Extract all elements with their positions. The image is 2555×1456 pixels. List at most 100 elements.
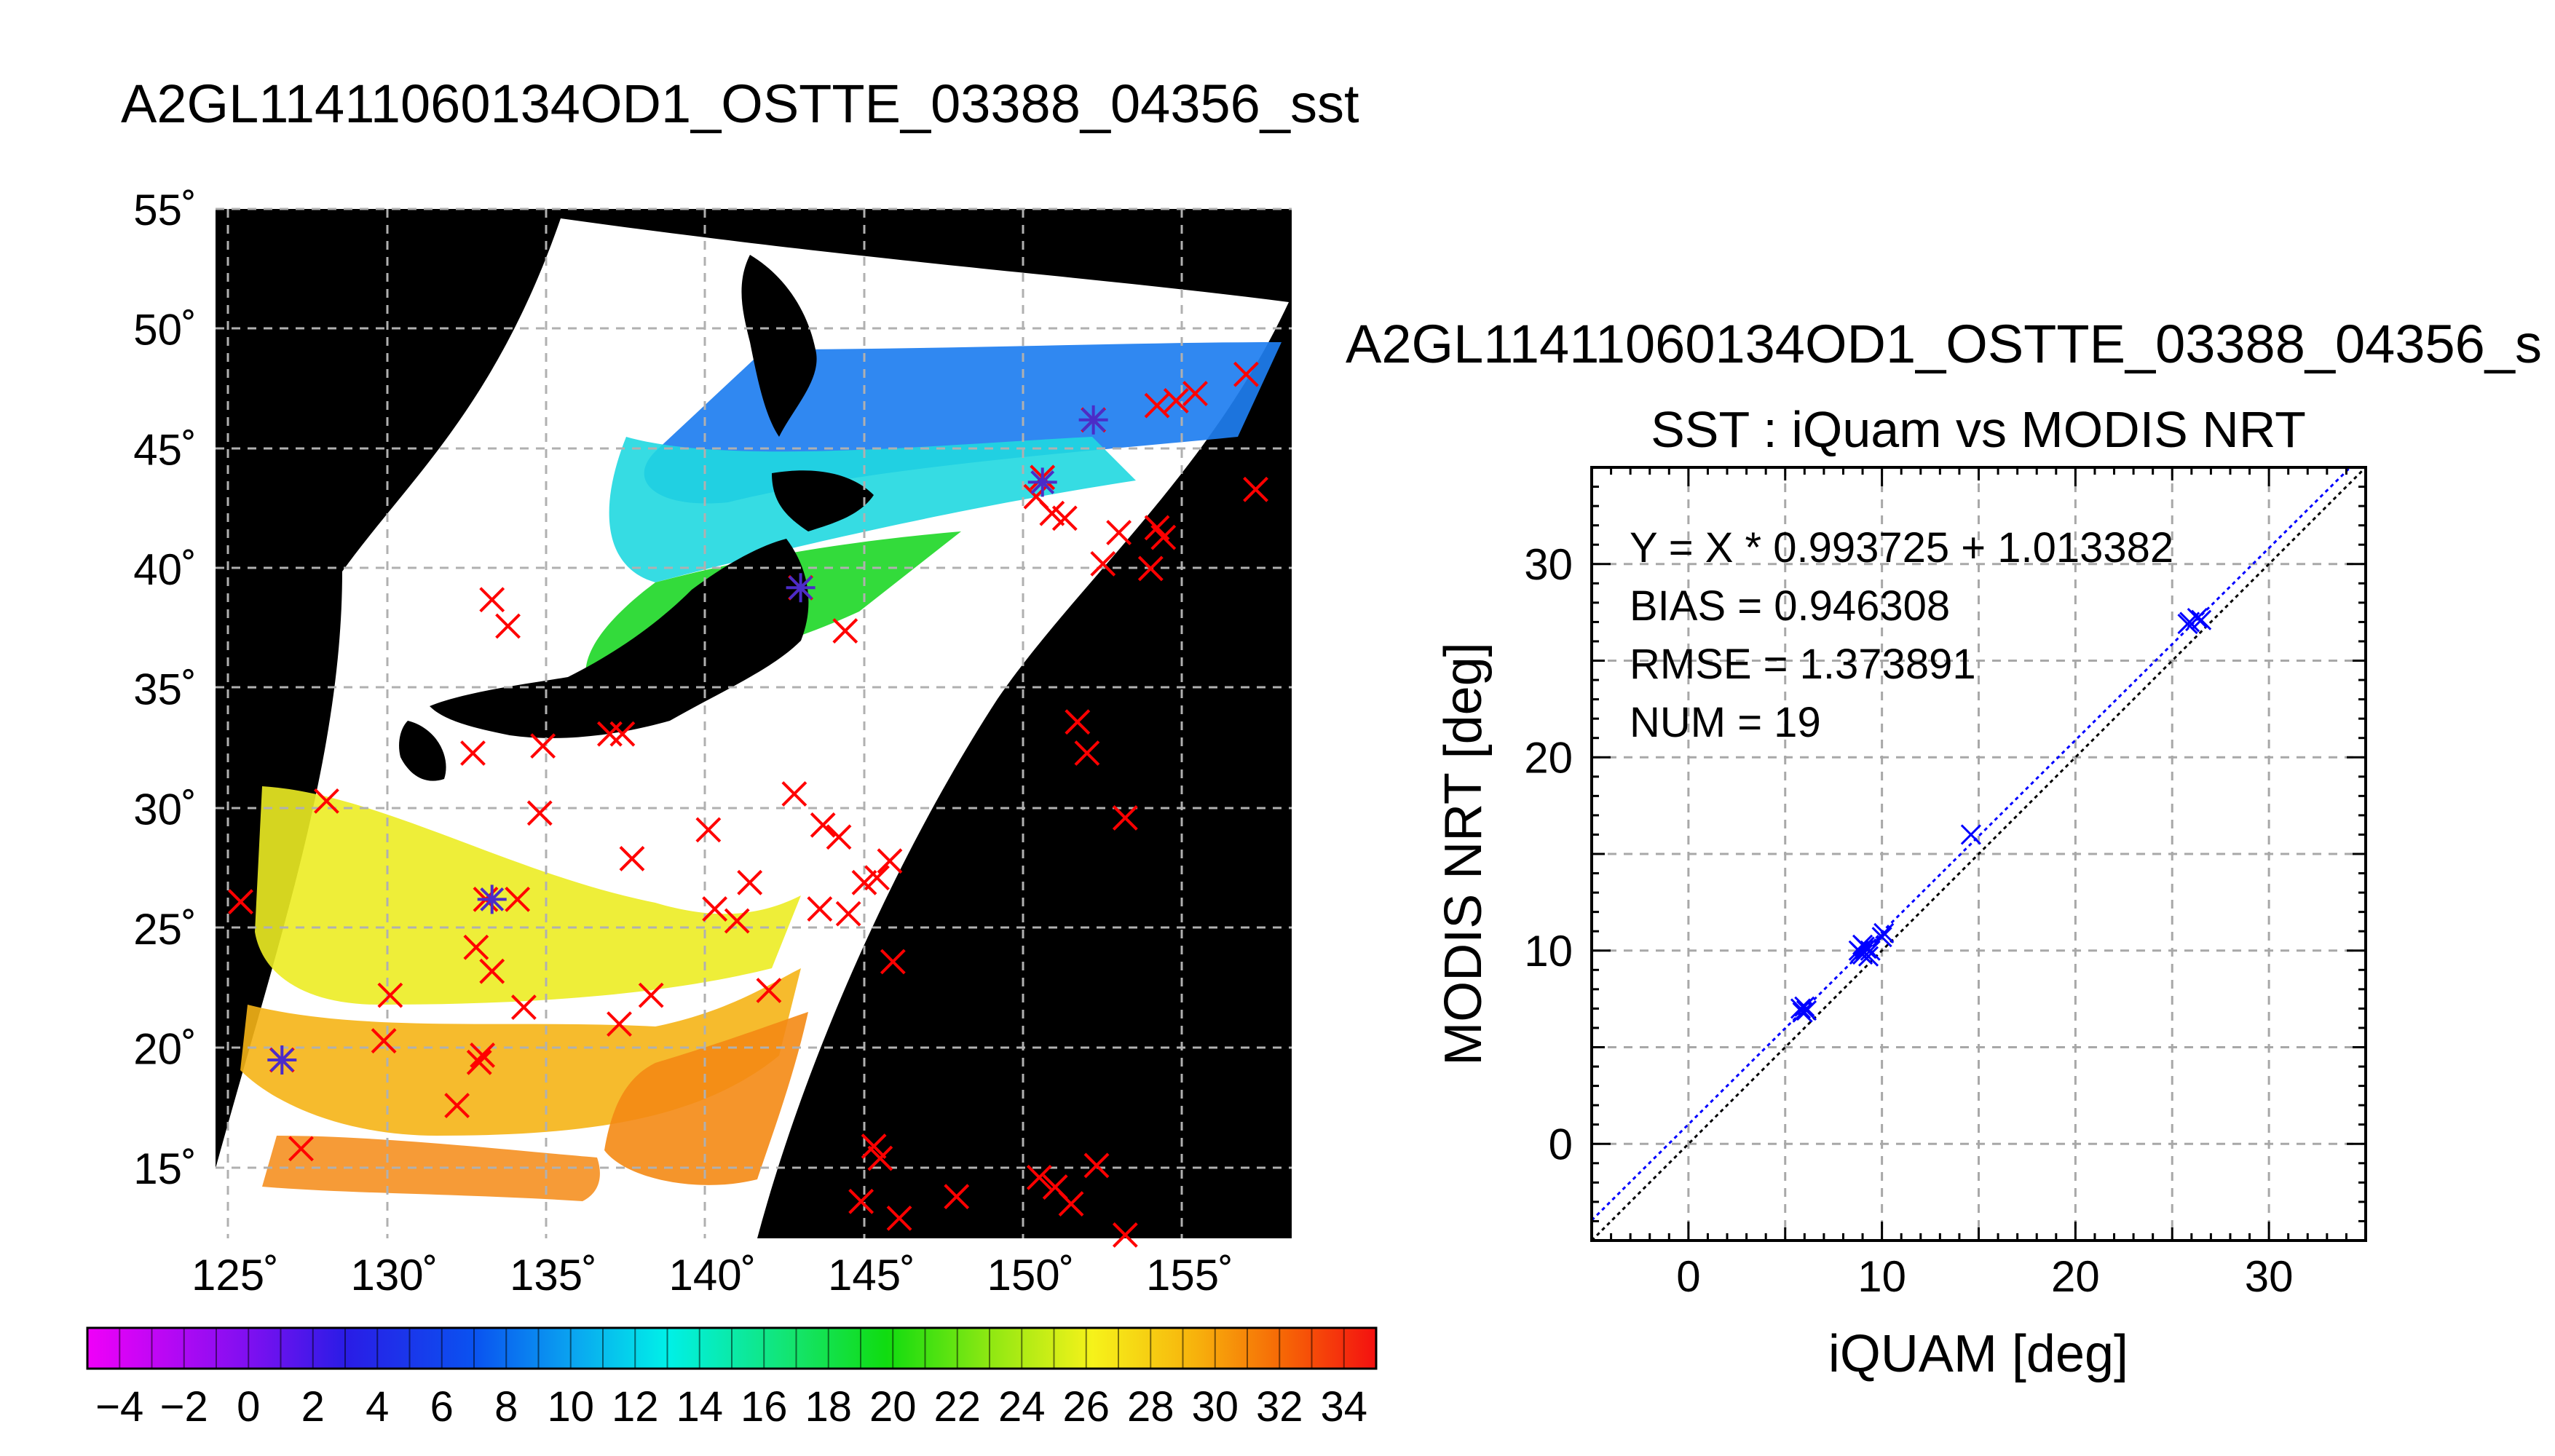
buoy-marker — [619, 845, 645, 871]
buoy-marker — [1058, 1191, 1084, 1217]
land-kyushu — [399, 721, 446, 781]
colorbar-tick-marks — [119, 1328, 1345, 1369]
buoy-marker — [495, 613, 521, 639]
colorbar-label: −4 — [95, 1383, 143, 1431]
map-lat-label: 45˚ — [133, 425, 197, 474]
buoy-marker — [371, 1028, 397, 1054]
buoy-marker — [886, 1205, 912, 1231]
match-point — [2177, 613, 2198, 635]
sst-colorbar: −4 −2 0 2 4 6 8 10 12 14 16 18 20 22 24 26 28 30 32 34 — [86, 1326, 1378, 1431]
colorbar-label: 8 — [494, 1383, 518, 1431]
map-lat-label: 50˚ — [133, 306, 197, 355]
colorbar-label: 10 — [547, 1383, 594, 1431]
colorbar-label: 0 — [237, 1383, 260, 1431]
colorbar-label: 12 — [612, 1383, 659, 1431]
buoy-marker — [479, 587, 505, 613]
buoy-marker — [444, 1093, 470, 1118]
match-point — [1796, 1000, 1817, 1021]
scatter-x-tick-label: 30 — [2245, 1252, 2294, 1301]
map-lat-label: 15˚ — [133, 1144, 197, 1193]
regression-equation: Y = X * 0.993725 + 1.013382 — [1630, 524, 2173, 571]
map-lon-label: 155˚ — [1146, 1251, 1233, 1299]
scatter-grid — [1592, 467, 2366, 1241]
map-lat-label: 55˚ — [133, 186, 197, 234]
match-point — [2191, 609, 2212, 630]
buoy-marker — [810, 812, 836, 838]
match-point — [1794, 996, 1815, 1017]
sst-map-panel: 55˚ 50˚ 45˚ 40˚ 35˚ 30˚ 25˚ 20˚ 15˚ 125˚ 130˚ 135˚… — [133, 186, 1292, 1299]
land-sakhalin — [741, 255, 817, 437]
sst-north-cyan — [609, 437, 1136, 582]
map-lon-label: 140˚ — [668, 1251, 756, 1299]
scatter-x-tick-label: 10 — [1857, 1252, 1906, 1301]
buoy-marker — [1243, 476, 1268, 502]
buoy-marker — [1026, 1164, 1052, 1190]
map-latitude-labels: 55˚ 50˚ 45˚ 40˚ 35˚ 30˚ 25˚ 20˚ 15˚ — [133, 186, 197, 1193]
map-lon-label: 145˚ — [828, 1251, 915, 1299]
scatter-y-tick-label: 30 — [1524, 540, 1573, 589]
map-lon-label: 150˚ — [987, 1251, 1074, 1299]
map-lat-label: 25˚ — [133, 905, 197, 954]
buoy-marker — [463, 934, 489, 960]
map-longitude-labels: 125˚ 130˚ 135˚ 140˚ 145˚ 150˚ 155˚ — [191, 1251, 1233, 1299]
scatter-suptitle: A2GL11411060134OD1_OSTTE_03388_04356_s — [1346, 314, 2542, 374]
colorbar-label: 32 — [1256, 1383, 1303, 1431]
buoy-marker — [880, 949, 906, 975]
buoy-marker — [702, 896, 728, 922]
map-lat-label: 20˚ — [133, 1025, 197, 1074]
buoy-marker — [1233, 361, 1259, 387]
scatter-tick-marks — [1590, 466, 2367, 1242]
colorbar-label: 2 — [301, 1383, 325, 1431]
land-hokkaido — [772, 470, 874, 531]
buoy-marker — [1090, 550, 1116, 577]
buoy-marker — [1137, 555, 1164, 582]
colorbar-labels: −4 −2 0 2 4 6 8 10 12 14 16 18 20 22 24 26 28 30 32 34 — [95, 1383, 1367, 1431]
buoy-marker — [756, 978, 782, 1003]
buoy-marker — [638, 982, 664, 1008]
map-lat-label: 30˚ — [133, 785, 197, 834]
map-lon-label: 130˚ — [350, 1251, 438, 1299]
colorbar-label: 4 — [366, 1383, 389, 1431]
buoy-marker — [877, 848, 903, 874]
buoy-marker — [695, 817, 722, 843]
map-lat-label: 40˚ — [133, 545, 197, 594]
scatter-y-tick-labels: 0 10 20 30 — [1524, 540, 1573, 1169]
buoy-marker — [1112, 1222, 1138, 1248]
buoy-marker — [1074, 740, 1100, 766]
buoy-marker — [835, 901, 861, 927]
buoy-marker — [826, 824, 852, 850]
scatter-x-tick-label: 20 — [2051, 1252, 2100, 1301]
match-star-marker — [1078, 405, 1108, 435]
match-points — [1790, 608, 2212, 1023]
buoy-marker — [781, 781, 807, 807]
map-lon-label: 125˚ — [191, 1251, 279, 1299]
scatter-x-tick-label: 0 — [1676, 1252, 1700, 1301]
buoy-marker — [832, 618, 858, 644]
sst-south-orange — [604, 1012, 808, 1185]
buoy-marker — [526, 800, 553, 826]
buoy-marker — [470, 1042, 496, 1068]
buoy-marker — [530, 733, 556, 759]
buoy-marker — [1065, 709, 1091, 735]
buoy-marker — [607, 1011, 632, 1037]
colorbar-label: 34 — [1320, 1383, 1367, 1431]
map-lat-label: 35˚ — [133, 665, 197, 714]
colorbar-label: 20 — [869, 1383, 917, 1431]
match-star-marker — [267, 1045, 297, 1075]
buoy-marker — [724, 908, 750, 934]
identity-line — [1592, 467, 2366, 1241]
colorbar-label: 28 — [1127, 1383, 1174, 1431]
match-star-marker — [786, 573, 816, 603]
match-star-marker — [477, 885, 507, 914]
colorbar-label: 16 — [741, 1383, 788, 1431]
buoy-marker — [1106, 520, 1132, 545]
buoy-marker — [460, 740, 486, 766]
buoy-marker — [1112, 805, 1138, 831]
rmse-value: RMSE = 1.373891 — [1630, 641, 1976, 688]
x-axis-label: iQUAM [deg] — [1828, 1325, 2128, 1383]
buoy-marker — [596, 721, 623, 747]
colorbar-label: −2 — [160, 1383, 208, 1431]
map-grid — [216, 207, 1292, 1238]
stats-annotation: Y = X * 0.993725 + 1.013382 BIAS = 0.946… — [1630, 524, 2173, 746]
page-title: A2GL11411060134OD1_OSTTE_03388_04356_sst — [121, 74, 1359, 134]
